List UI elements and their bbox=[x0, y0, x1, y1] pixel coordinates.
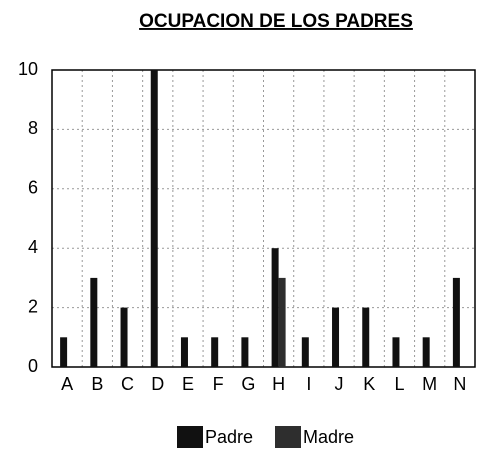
y-tick-label: 4 bbox=[28, 237, 38, 257]
legend-label: Madre bbox=[303, 427, 354, 447]
plot-frame bbox=[51, 69, 476, 368]
y-tick-label: 8 bbox=[28, 118, 38, 138]
bar bbox=[271, 248, 279, 367]
x-tick-label: B bbox=[91, 374, 103, 394]
bar bbox=[301, 337, 309, 367]
x-tick-label: L bbox=[394, 374, 404, 394]
x-tick-label: F bbox=[213, 374, 224, 394]
y-tick-label: 0 bbox=[28, 356, 38, 376]
x-tick-label: J bbox=[335, 374, 344, 394]
chart-title: OCUPACION DE LOS PADRES bbox=[139, 11, 413, 32]
bar bbox=[362, 307, 370, 367]
bar bbox=[180, 337, 188, 367]
x-tick-label: C bbox=[121, 374, 134, 394]
legend-swatch bbox=[177, 426, 203, 448]
x-tick-label: E bbox=[182, 374, 194, 394]
x-tick-label: G bbox=[241, 374, 255, 394]
x-tick-label: A bbox=[61, 374, 73, 394]
bar bbox=[150, 70, 158, 367]
bar bbox=[60, 337, 68, 367]
legend-label: Padre bbox=[205, 427, 253, 447]
x-tick-label: M bbox=[422, 374, 437, 394]
x-tick-label: H bbox=[272, 374, 285, 394]
bar bbox=[422, 337, 430, 367]
y-tick-label: 2 bbox=[28, 296, 38, 316]
bar bbox=[392, 337, 400, 367]
bar bbox=[211, 337, 219, 367]
bar bbox=[278, 277, 286, 367]
bar bbox=[90, 277, 98, 367]
y-tick-label: 10 bbox=[18, 59, 38, 79]
y-tick-label: 6 bbox=[28, 178, 38, 198]
bar bbox=[241, 337, 249, 367]
legend-swatch bbox=[275, 426, 301, 448]
x-tick-label: I bbox=[306, 374, 311, 394]
x-tick-label: K bbox=[363, 374, 375, 394]
bar bbox=[452, 277, 460, 367]
bar bbox=[332, 307, 340, 367]
bar bbox=[120, 307, 128, 367]
x-tick-label: N bbox=[453, 374, 466, 394]
x-tick-label: D bbox=[151, 374, 164, 394]
